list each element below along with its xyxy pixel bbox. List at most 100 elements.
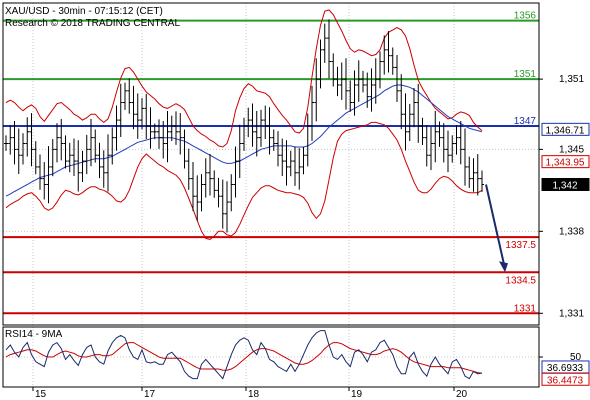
price-tag-red: 1,343.95: [541, 155, 590, 169]
candle: [450, 135, 455, 163]
candle: [284, 140, 289, 186]
candle: [8, 125, 13, 155]
candle: [310, 85, 314, 141]
candle: [365, 72, 370, 108]
candle: [254, 110, 259, 157]
candle: [331, 53, 336, 87]
candle: [454, 125, 459, 155]
candle: [276, 131, 280, 167]
candle: [352, 70, 357, 116]
candle: [84, 134, 89, 175]
candle: [373, 58, 378, 104]
candle: [169, 115, 174, 142]
candle: [220, 179, 225, 229]
candle: [458, 121, 463, 165]
candle: [335, 66, 340, 97]
rsi-tag-blue: 36.6933: [541, 360, 590, 374]
candle: [386, 31, 391, 73]
candle: [59, 118, 64, 161]
candle: [259, 109, 263, 147]
y-tick-label: 1,331: [559, 308, 584, 319]
forecast-arrow-head: [499, 261, 508, 273]
rsi-ma-line: [5, 342, 483, 374]
price-tags: 1,346.71 1,343.95 1,342: [541, 122, 590, 191]
price-tag-label: 1,342: [552, 180, 577, 191]
candle: [114, 105, 119, 151]
rsi-tag-box: [541, 372, 590, 386]
candle: [424, 125, 429, 167]
candle: [318, 39, 323, 89]
price-tag-blue: 1,346.71: [541, 122, 590, 136]
candle: [97, 142, 102, 179]
candle: [467, 156, 472, 188]
price-candles: [4, 19, 484, 233]
x-tick-label: 19: [351, 389, 363, 400]
candle: [242, 117, 246, 151]
candle: [157, 119, 161, 149]
candle: [280, 138, 285, 177]
upper-band-line: [5, 9, 483, 148]
candle: [267, 107, 272, 155]
y-tick-label: 1,351: [559, 74, 584, 85]
candle: [131, 85, 136, 130]
candle: [250, 103, 255, 147]
candle: [199, 174, 204, 212]
candle: [21, 133, 25, 165]
candle: [237, 124, 242, 178]
candle: [399, 74, 404, 130]
price-panel-frame: [2, 2, 540, 326]
candle: [229, 174, 234, 212]
candle: [361, 70, 365, 93]
x-tick-label: 20: [456, 389, 468, 400]
forecast-arrow: [485, 184, 508, 273]
candle: [471, 158, 476, 192]
candle: [123, 82, 127, 110]
candle: [50, 139, 55, 177]
candle: [305, 113, 310, 167]
candle: [42, 162, 47, 200]
price-tag-black: 1,342: [541, 177, 590, 191]
candle: [148, 107, 153, 149]
candle: [144, 93, 149, 140]
candle: [72, 138, 76, 177]
rsi-panel-frame: [2, 326, 540, 388]
candle: [216, 177, 221, 208]
candle: [93, 129, 98, 163]
candle: [106, 134, 110, 192]
candle: [420, 117, 425, 146]
candle: [395, 54, 399, 102]
candle: [288, 150, 293, 177]
candle: [271, 129, 276, 151]
rsi-tag-label: 36.4473: [547, 375, 584, 386]
price-axis: 1,351 1,345 1,338 1,331: [539, 74, 584, 319]
level-label-1337.5: 1337.5: [505, 240, 536, 251]
candle: [301, 147, 306, 175]
chart-subtitle: Research © 2018 TRADING CENTRAL: [5, 18, 180, 29]
candle: [186, 148, 191, 190]
candle: [429, 126, 433, 171]
candle: [344, 58, 348, 110]
rsi-lines: [5, 330, 483, 380]
candle: [246, 107, 251, 138]
level-label-1356: 1356: [514, 11, 537, 22]
candle: [12, 121, 17, 165]
candle: [152, 123, 157, 140]
candle: [135, 93, 140, 139]
candle: [55, 123, 59, 163]
candle: [293, 146, 297, 186]
candle: [263, 105, 268, 140]
candle: [80, 150, 85, 183]
candle: [178, 113, 183, 155]
rsi-y-tick-label: 50: [570, 352, 582, 363]
candle: [89, 118, 93, 167]
rsi-title: RSI14 - 9MA: [5, 329, 63, 340]
candle: [208, 154, 212, 196]
candle: [140, 98, 144, 130]
level-label-1347: 1347: [514, 116, 537, 127]
level-label-1331: 1331: [514, 303, 537, 314]
price-tag-box: [541, 122, 590, 136]
candle: [463, 128, 467, 186]
level-label-1351: 1351: [514, 69, 537, 80]
candle: [378, 51, 382, 89]
candle: [4, 135, 8, 151]
